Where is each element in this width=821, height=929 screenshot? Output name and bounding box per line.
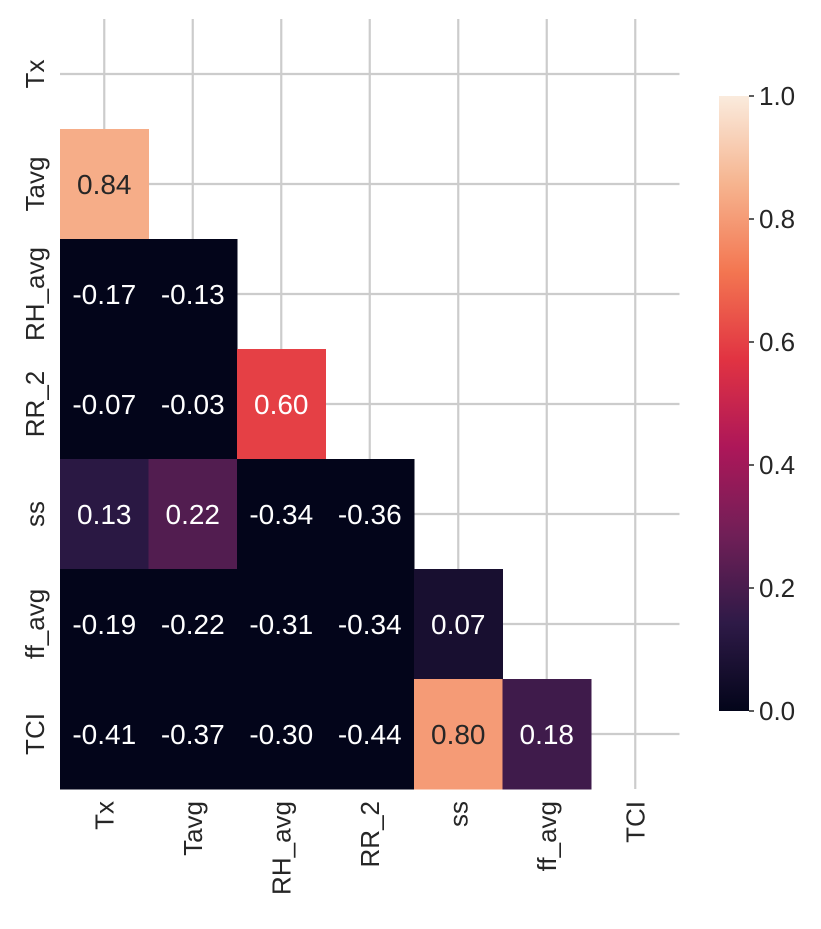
colorbar: 0.0 0.2 0.4 0.6 0.8 1.0: [719, 81, 795, 726]
x-tick-label: RH_avg: [266, 801, 296, 895]
cell-value-label: 0.07: [431, 609, 486, 640]
cell-value-label: 0.84: [77, 169, 132, 200]
colorbar-tick-label: 0.0: [759, 696, 795, 726]
cell-value-label: -0.17: [72, 279, 136, 310]
heatmap-cell: [60, 349, 149, 460]
heatmap-cell: [60, 459, 149, 570]
heatmap-cell: [60, 129, 149, 240]
y-tick-label: RH_avg: [20, 247, 50, 341]
colorbar-gradient: [719, 96, 749, 711]
cell-value-label: 0.22: [166, 499, 221, 530]
colorbar-tick-label: 1.0: [759, 81, 795, 111]
heatmap-cell: [237, 459, 326, 570]
heatmap-cell: [414, 569, 503, 680]
cell-value-label: -0.41: [72, 719, 136, 750]
heatmap-cell: [502, 679, 592, 790]
cell-value-label: -0.34: [338, 609, 402, 640]
cell-value-label: -0.19: [72, 609, 136, 640]
y-tick-label: Tavg: [20, 157, 50, 212]
x-axis-ticks: Tx Tavg RH_avg RR_2 ss ff_avg TCI: [89, 801, 650, 895]
x-tick-label: ss: [443, 801, 473, 827]
cell-value-label: -0.03: [161, 389, 225, 420]
y-tick-label: ss: [20, 501, 50, 527]
x-tick-label: ff_avg: [532, 801, 562, 871]
cell-value-label: -0.13: [161, 279, 225, 310]
cell-value-label: 0.60: [254, 389, 309, 420]
colorbar-tick-label: 0.6: [759, 327, 795, 357]
x-tick-label: RR_2: [355, 801, 385, 867]
heatmap-cell: [237, 679, 326, 790]
y-tick-label: TCI: [20, 713, 50, 755]
cell-value-label: 0.80: [431, 719, 486, 750]
y-tick-label: RR_2: [20, 371, 50, 437]
heatmap-cell: [325, 569, 415, 680]
x-tick-label: Tx: [89, 801, 119, 830]
heatmap-cell: [148, 239, 238, 350]
y-tick-label: Tx: [20, 60, 50, 89]
x-tick-label: TCI: [620, 801, 650, 843]
colorbar-tick-label: 0.4: [759, 450, 795, 480]
y-axis-ticks: Tx Tavg RH_avg RR_2ss ff_avg TCI: [20, 60, 50, 755]
cell-value-label: 0.13: [77, 499, 132, 530]
x-tick-label: Tavg: [178, 801, 208, 856]
cell-value-label: -0.07: [72, 389, 136, 420]
heatmap-cell: [325, 679, 415, 790]
heatmap-cell: [237, 349, 326, 460]
colorbar-tick-label: 0.2: [759, 573, 795, 603]
heatmap-cell: [148, 679, 238, 790]
heatmap-cell: [60, 569, 149, 680]
heatmap-cell: [148, 459, 238, 570]
heatmap-cell: [325, 459, 415, 570]
cell-value-label: -0.31: [249, 609, 313, 640]
heatmap-cell: [148, 349, 238, 460]
cell-value-label: -0.30: [249, 719, 313, 750]
heatmap-cell: [60, 679, 149, 790]
heatmap-cells: 0.84 -0.17 -0.13 -0.07 -0.03 0.60 0.13 0.22 -0.3…: [60, 129, 592, 790]
cell-value-label: -0.44: [338, 719, 402, 750]
cell-value-label: -0.36: [338, 499, 402, 530]
y-tick-label: ff_avg: [20, 589, 50, 659]
cell-value-label: 0.18: [520, 719, 575, 750]
heatmap-cell: [60, 239, 149, 350]
heatmap-cell: [414, 679, 503, 790]
cell-value-label: -0.22: [161, 609, 225, 640]
heatmap-cell: [237, 569, 326, 680]
cell-value-label: -0.37: [161, 719, 225, 750]
heatmap-cell: [148, 569, 238, 680]
cell-value-label: -0.34: [249, 499, 313, 530]
colorbar-tick-label: 0.8: [759, 204, 795, 234]
